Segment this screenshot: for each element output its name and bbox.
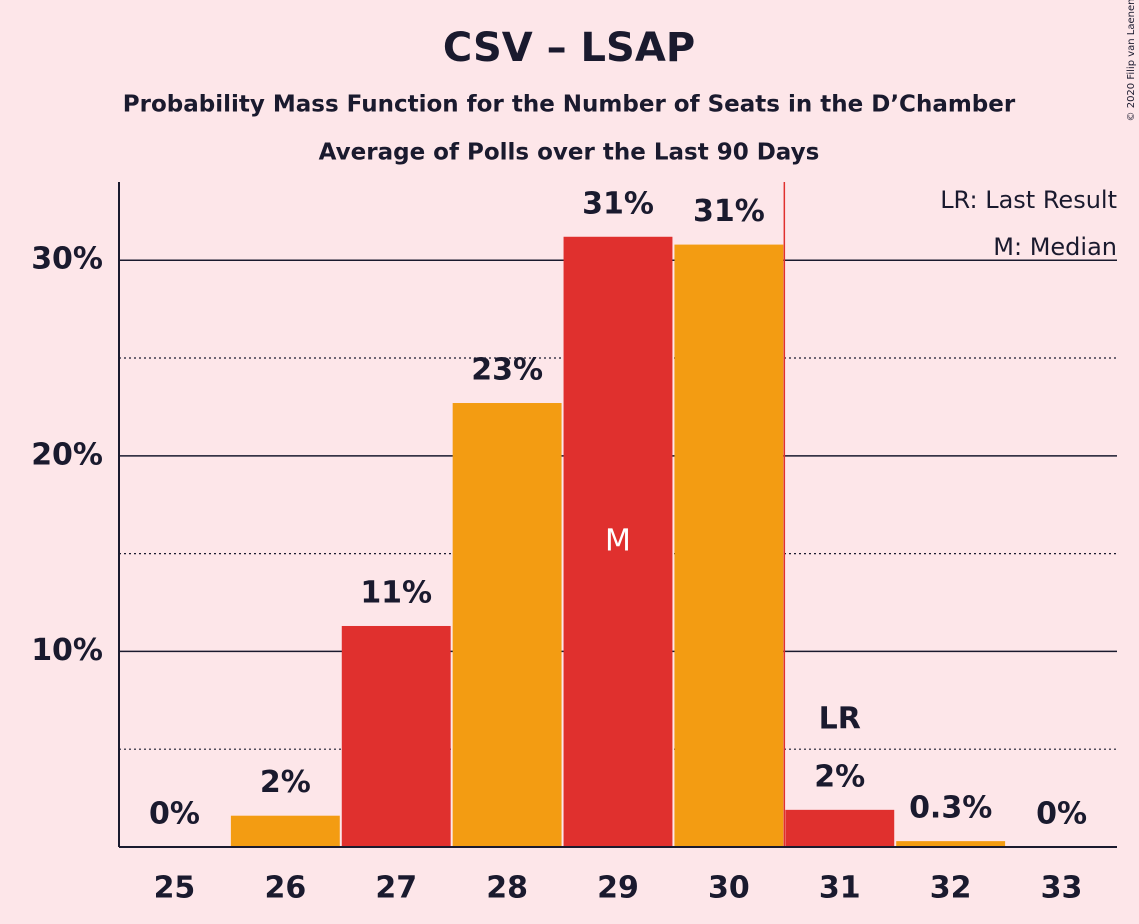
credit: © 2020 Filip van Laenen <box>1126 0 1137 121</box>
value-label: 31% <box>582 186 654 221</box>
median-marker: M <box>605 523 631 558</box>
x-tick-label: 33 <box>1041 871 1083 906</box>
value-label: 11% <box>360 575 432 610</box>
x-tick-label: 31 <box>819 871 861 906</box>
value-label: 0% <box>149 797 200 832</box>
value-label: 31% <box>693 194 765 229</box>
bar <box>341 625 451 847</box>
y-tick-label: 30% <box>31 242 103 277</box>
y-tick-label: 10% <box>31 633 103 668</box>
x-tick-label: 28 <box>486 871 528 906</box>
x-tick-label: 29 <box>597 871 639 906</box>
bar <box>452 403 562 847</box>
chart-subsubtitle: Average of Polls over the Last 90 Days <box>319 140 820 166</box>
value-label: 2% <box>814 759 865 794</box>
bar <box>230 815 340 847</box>
legend-entry: M: Median <box>993 233 1117 261</box>
value-label: 0.3% <box>909 791 992 826</box>
value-label: 23% <box>471 353 543 388</box>
bar <box>674 244 784 847</box>
chart-subtitle: Probability Mass Function for the Number… <box>123 92 1016 118</box>
last-result-marker: LR <box>819 701 861 736</box>
x-tick-label: 25 <box>154 871 196 906</box>
bar <box>563 236 673 847</box>
x-tick-label: 32 <box>930 871 972 906</box>
bar <box>785 809 895 847</box>
chart-title: CSV – LSAP <box>443 25 695 71</box>
legend-entry: LR: Last Result <box>940 186 1117 214</box>
x-tick-label: 26 <box>264 871 306 906</box>
x-tick-label: 30 <box>708 871 750 906</box>
x-tick-label: 27 <box>375 871 417 906</box>
value-label: 0% <box>1036 797 1087 832</box>
bar <box>896 841 1006 847</box>
y-tick-label: 20% <box>31 437 103 472</box>
value-label: 2% <box>260 765 311 800</box>
